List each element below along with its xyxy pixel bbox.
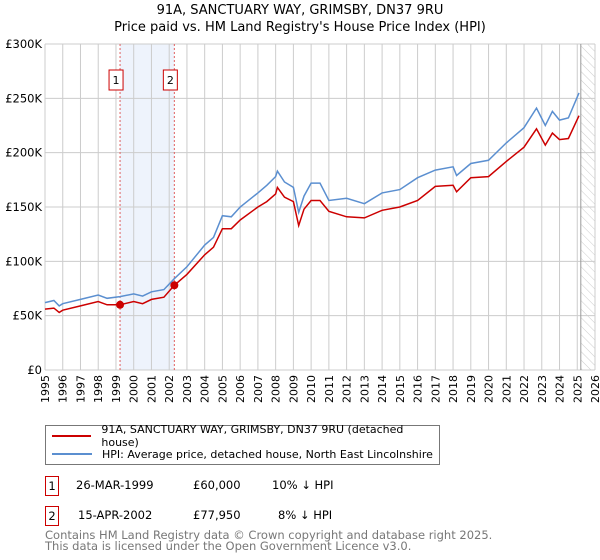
- sale-label-box: [108, 69, 124, 91]
- x-tick-label: 2026: [589, 375, 600, 403]
- x-tick-label: 2001: [145, 375, 158, 403]
- x-tick-label: 2022: [518, 375, 531, 403]
- x-tick-label: 2012: [341, 375, 354, 403]
- plot-area: 1995 1996 1997 1998 1999 2000 2001 2002 2003 2004…: [5, 37, 600, 403]
- y-tick-label: £250K: [5, 91, 42, 105]
- y-tick-label: £300K: [5, 37, 42, 51]
- x-tick-label: 2025: [571, 375, 584, 403]
- x-tick-label: 2010: [305, 375, 318, 403]
- sale-label: 1: [113, 74, 120, 87]
- footer-line-2: This data is licensed under the Open Gov…: [45, 539, 412, 553]
- x-tick-label: 2000: [128, 375, 141, 403]
- x-tick-label: 2017: [429, 375, 442, 403]
- sale-marker-box: 1: [45, 476, 59, 496]
- x-tick-label: 2003: [181, 375, 194, 403]
- x-tick-label: 2004: [199, 375, 212, 403]
- x-tick-label: 1997: [74, 375, 87, 403]
- x-tick-label: 2011: [323, 375, 336, 403]
- x-tick-label: 1999: [110, 375, 123, 403]
- sale-hpi-diff: 10% ↓ HPI: [272, 478, 334, 492]
- y-tick-label: £100K: [5, 254, 42, 268]
- x-tick-label: 1996: [57, 375, 70, 403]
- sale-label: 2: [167, 74, 174, 87]
- x-tick-label: 1998: [92, 375, 105, 403]
- x-tick-label: 2002: [163, 375, 176, 403]
- y-tick-label: £200K: [5, 146, 42, 160]
- x-tick-label: 2007: [252, 375, 265, 403]
- sale-point: [116, 300, 125, 309]
- legend: 91A, SANCTUARY WAY, GRIMSBY, DN37 9RU (d…: [45, 423, 440, 465]
- x-tick-label: 2021: [500, 375, 513, 403]
- x-tick-label: 2016: [412, 375, 425, 403]
- x-tick-label: 2024: [554, 375, 567, 403]
- sale-price: £77,950: [193, 508, 241, 522]
- legend-item-hpi: HPI: Average price, detached house, Nort…: [52, 445, 433, 463]
- legend-label: 91A, SANCTUARY WAY, GRIMSBY, DN37 9RU (d…: [101, 423, 404, 449]
- sale-hpi-diff: 8% ↓ HPI: [278, 508, 333, 522]
- x-tick-label: 2015: [394, 375, 407, 403]
- x-tick-label: 2018: [447, 375, 460, 403]
- series-line-hpi: [44, 92, 580, 307]
- x-tick-label: 2008: [270, 375, 283, 403]
- sale-row-2: 2 15-APR-2002 £77,950 8% ↓ HPI: [45, 506, 545, 526]
- chart-title: 91A, SANCTUARY WAY, GRIMSBY, DN37 9RU: [156, 3, 444, 18]
- y-tick-label: £150K: [5, 200, 42, 214]
- footer: Contains HM Land Registry data © Crown c…: [45, 528, 493, 553]
- x-tick-label: 2005: [216, 375, 229, 403]
- legend-label: HPI: Average price, detached house, Nort…: [102, 447, 433, 461]
- y-tick-label: £50K: [13, 309, 43, 323]
- sale-date: 26-MAR-1999: [76, 478, 154, 492]
- sale-row-1: 1 26-MAR-1999 £60,000 10% ↓ HPI: [45, 476, 545, 496]
- x-tick-label: 2020: [483, 375, 496, 403]
- x-tick-label: 2006: [234, 375, 247, 403]
- sale-label-box: [162, 69, 178, 91]
- x-tick-label: 2013: [358, 375, 371, 403]
- sale-marker-box: 2: [45, 506, 59, 526]
- sale-date: 15-APR-2002: [78, 508, 153, 522]
- series-line-property: [44, 115, 580, 314]
- x-tick-label: 1995: [39, 375, 52, 403]
- footer-line-1: Contains HM Land Registry data © Crown c…: [45, 528, 493, 542]
- legend-line-property: [52, 435, 92, 437]
- chart-subtitle: Price paid vs. HM Land Registry's House …: [114, 20, 486, 35]
- sale-price: £60,000: [193, 478, 241, 492]
- y-tick-label: £0: [27, 363, 42, 377]
- sale-point: [170, 281, 179, 290]
- x-tick-label: 2009: [287, 375, 300, 403]
- legend-item-property: 91A, SANCTUARY WAY, GRIMSBY, DN37 9RU (d…: [52, 423, 439, 449]
- x-tick-label: 2019: [465, 375, 478, 403]
- legend-line-hpi: [52, 453, 92, 455]
- x-tick-label: 2014: [376, 375, 389, 403]
- x-tick-label: 2023: [536, 375, 549, 403]
